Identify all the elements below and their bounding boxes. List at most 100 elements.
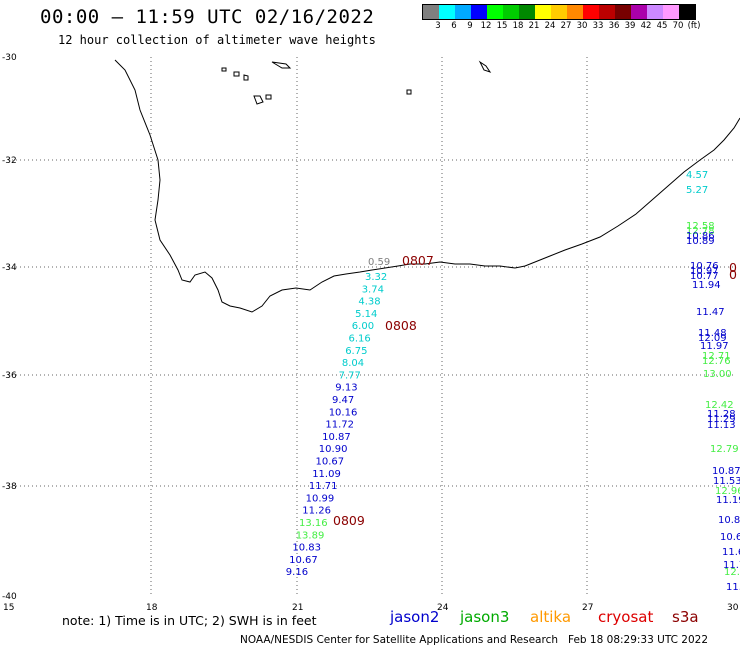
wave-height-value: 10.87 bbox=[322, 432, 351, 443]
wave-height-value: 11.19 bbox=[716, 495, 740, 506]
wave-height-value: 10.86 bbox=[686, 231, 715, 242]
wave-height-value: 6.75 bbox=[345, 346, 367, 357]
colorbar-swatch bbox=[519, 5, 535, 19]
wave-height-value: 10.87 bbox=[712, 466, 740, 477]
wave-height-value: 11.13 bbox=[707, 420, 736, 431]
wave-height-value: 12.78 bbox=[686, 226, 715, 237]
wave-height-value: 8.04 bbox=[342, 358, 364, 369]
wave-height-value: 11.09 bbox=[312, 469, 341, 480]
colorbar-swatch bbox=[647, 5, 663, 19]
lat-tick-label: -34 bbox=[2, 263, 17, 273]
colorbar-label: 42 bbox=[640, 21, 652, 31]
observations-main-track: 0.59 3.323.74 4.385.146.00 6.166.758.047.77… bbox=[286, 257, 390, 578]
colorbar-label: 70 bbox=[672, 21, 684, 31]
wave-height-value: 13.89 bbox=[296, 530, 325, 541]
map-subtitle: 12 hour collection of altimeter wave hei… bbox=[58, 33, 376, 47]
wave-height-colorbar bbox=[422, 4, 696, 20]
legend-item-cryosat: cryosat bbox=[598, 608, 654, 626]
colorbar-swatch bbox=[631, 5, 647, 19]
colorbar-label: 27 bbox=[560, 21, 572, 31]
wave-height-value: 10.90 bbox=[319, 444, 348, 455]
legend-item-altika: altika bbox=[530, 608, 572, 626]
wave-height-value: 12.79 bbox=[710, 444, 739, 455]
lon-tick-label: 18 bbox=[146, 603, 158, 613]
colorbar-label: 21 bbox=[528, 21, 540, 31]
wave-height-value: 12.76 bbox=[702, 356, 731, 367]
colorbar-label: 24 bbox=[544, 21, 556, 31]
lat-tick-label: -40 bbox=[2, 592, 17, 602]
colorbar-swatch bbox=[615, 5, 631, 19]
lon-tick-label: 30 bbox=[727, 603, 739, 613]
wave-height-value: 12.42 bbox=[705, 400, 734, 411]
wave-height-value: 6.16 bbox=[349, 334, 371, 345]
wave-height-value: 4.57 bbox=[686, 170, 708, 181]
wave-height-value: 11.28 bbox=[707, 409, 736, 420]
colorbar-swatch bbox=[567, 5, 583, 19]
lat-tick-label: -38 bbox=[2, 482, 17, 492]
lon-tick-label: 27 bbox=[582, 603, 593, 613]
wave-height-value: 6.00 bbox=[352, 321, 374, 332]
wave-height-value: 10.77 bbox=[690, 271, 719, 282]
wave-height-value: 12.10 bbox=[724, 567, 740, 578]
wave-height-value: 11.47 bbox=[696, 307, 725, 318]
wave-height-value: 11.71 bbox=[309, 481, 338, 492]
lon-tick-label: 24 bbox=[437, 603, 449, 613]
colorbar-label: 12 bbox=[480, 21, 492, 31]
wave-height-value: 10.97 bbox=[690, 266, 719, 277]
colorbar-label: 6 bbox=[451, 21, 457, 31]
wave-height-value: 10.67 bbox=[316, 457, 345, 468]
wave-height-value: 10.16 bbox=[329, 407, 358, 418]
wave-height-value: 7.77 bbox=[339, 370, 361, 381]
wave-height-value: 11.29 bbox=[707, 414, 736, 425]
lat-tick-label: -30 bbox=[2, 53, 17, 63]
map-title: 00:00 – 11:59 UTC 02/16/2022 bbox=[40, 6, 375, 28]
colorbar-swatch bbox=[455, 5, 471, 19]
observations-east-track: 4.575.2712.5812.7810.8610.8910.7610.9710… bbox=[686, 170, 740, 593]
colorbar-swatch bbox=[439, 5, 455, 19]
wave-height-value: 0.59 bbox=[368, 257, 390, 268]
colorbar-swatch bbox=[471, 5, 487, 19]
wave-height-value: 11.97 bbox=[700, 341, 729, 352]
legend-item-jason2: jason2 bbox=[390, 608, 440, 626]
wave-height-value: 13.16 bbox=[299, 518, 328, 529]
legend-item-s3a: s3a bbox=[672, 608, 699, 626]
colorbar-label: 45 bbox=[656, 21, 668, 31]
lat-tick-label: -36 bbox=[2, 371, 17, 381]
wave-height-value: 5.14 bbox=[355, 309, 377, 320]
wave-height-value: 13.00 bbox=[703, 369, 732, 380]
wave-height-value: 9.13 bbox=[335, 383, 357, 394]
colorbar-swatch bbox=[663, 5, 679, 19]
wave-height-value: 9.47 bbox=[332, 395, 354, 406]
colorbar-label: 15 bbox=[496, 21, 508, 31]
colorbar-swatch bbox=[423, 5, 439, 19]
colorbar-swatch bbox=[583, 5, 599, 19]
wave-height-value: 10.89 bbox=[686, 236, 715, 247]
lon-tick-label: 15 bbox=[3, 603, 14, 613]
wave-height-value: 11.48 bbox=[698, 328, 727, 339]
wave-height-value: 3.74 bbox=[362, 284, 384, 295]
wave-height-value: 5.27 bbox=[686, 185, 708, 196]
wave-height-value: 11.72 bbox=[325, 420, 354, 431]
wave-height-value: 10.83 bbox=[718, 515, 740, 526]
wave-height-value: 3.32 bbox=[365, 272, 387, 283]
lon-tick-label: 21 bbox=[292, 603, 303, 613]
wave-height-value: 10.83 bbox=[292, 543, 321, 554]
credit-footer: NOAA/NESDIS Center for Satellite Applica… bbox=[240, 634, 709, 646]
colorbar-swatch bbox=[487, 5, 503, 19]
track-time-labels: 0807 0808 0809 bbox=[333, 253, 434, 528]
islands bbox=[221, 60, 492, 105]
colorbar-label: 39 bbox=[624, 21, 636, 31]
lat-tick-label: -32 bbox=[2, 156, 17, 166]
wave-height-value: 10.67 bbox=[289, 555, 318, 566]
colorbar-swatch bbox=[503, 5, 519, 19]
edge-time-mark: 0 bbox=[729, 260, 737, 275]
south-africa-coastline bbox=[114, 59, 740, 313]
wave-height-value: 11.94 bbox=[692, 280, 721, 291]
wave-height-value: 11.26 bbox=[302, 506, 331, 517]
wave-height-value: 11.53 bbox=[713, 476, 740, 487]
wave-height-value: 12.58 bbox=[686, 221, 715, 232]
wave-height-value: 4.38 bbox=[358, 297, 380, 308]
axis-labels: 15 18 21 24 27 30 -30 -32 -34 -36 -38 -40 bbox=[2, 53, 739, 613]
